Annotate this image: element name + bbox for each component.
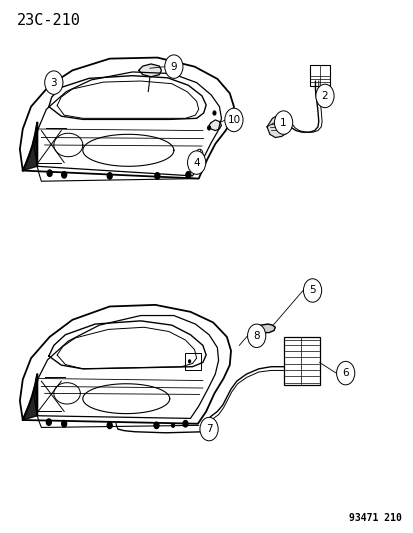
Circle shape — [212, 110, 216, 116]
Circle shape — [164, 55, 183, 78]
Circle shape — [206, 125, 211, 131]
Text: 7: 7 — [205, 424, 212, 434]
Circle shape — [303, 279, 321, 302]
Text: 8: 8 — [253, 331, 259, 341]
Text: 6: 6 — [342, 368, 348, 378]
Circle shape — [46, 419, 51, 425]
Bar — [309, 65, 330, 86]
Circle shape — [45, 71, 63, 94]
Text: 9: 9 — [170, 62, 177, 71]
Circle shape — [336, 361, 354, 385]
Text: 5: 5 — [309, 286, 315, 295]
Circle shape — [107, 173, 112, 179]
Polygon shape — [209, 120, 221, 131]
Circle shape — [154, 173, 159, 179]
Circle shape — [188, 359, 191, 364]
Polygon shape — [23, 374, 37, 420]
Circle shape — [107, 422, 112, 429]
Polygon shape — [23, 123, 37, 171]
Polygon shape — [266, 115, 288, 138]
Text: 3: 3 — [50, 78, 57, 87]
Circle shape — [247, 324, 265, 348]
Polygon shape — [255, 324, 275, 333]
Circle shape — [62, 421, 66, 427]
Circle shape — [315, 84, 333, 108]
Circle shape — [199, 417, 218, 441]
Bar — [283, 337, 319, 385]
Circle shape — [187, 151, 205, 174]
Text: 1: 1 — [280, 118, 286, 127]
Circle shape — [62, 172, 66, 178]
Circle shape — [224, 108, 242, 132]
Polygon shape — [138, 64, 161, 77]
Text: 2: 2 — [321, 91, 328, 101]
Circle shape — [171, 423, 175, 428]
Circle shape — [185, 172, 190, 178]
Circle shape — [47, 170, 52, 176]
Circle shape — [274, 111, 292, 134]
Text: 10: 10 — [227, 115, 240, 125]
Text: 23C-210: 23C-210 — [17, 13, 80, 28]
Bar — [185, 353, 201, 370]
Text: 4: 4 — [193, 158, 199, 167]
Text: 93471 210: 93471 210 — [348, 513, 401, 523]
Circle shape — [154, 422, 159, 429]
Circle shape — [183, 421, 188, 427]
